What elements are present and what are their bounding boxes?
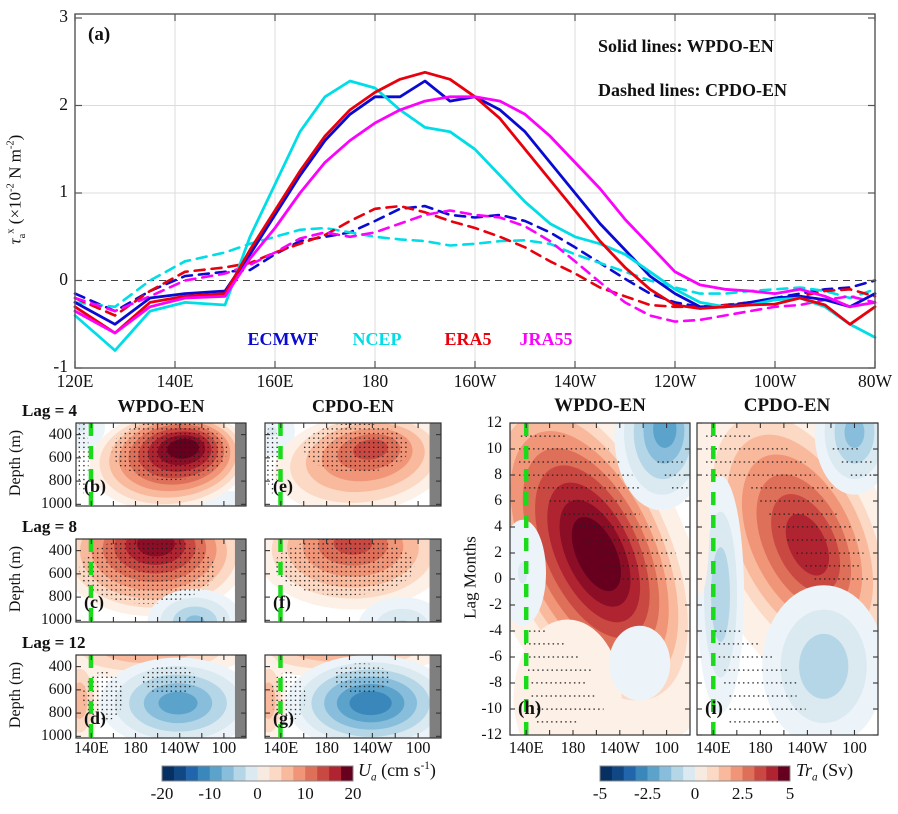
panel-a-x-tick-140E: 140E <box>156 371 194 391</box>
depth-tick-1000-row2: 1000 <box>41 611 72 629</box>
series-label-era5: ERA5 <box>444 329 492 349</box>
panel-a-x-tick-160W: 160W <box>453 371 497 391</box>
panel-b-label: (b) <box>84 476 106 496</box>
lag-month-tick-0: 0 <box>494 570 502 587</box>
lag-month-tick-12: 12 <box>486 414 503 431</box>
series-label-jra55: JRA55 <box>519 329 573 349</box>
panel-a-y-tick--1: -1 <box>53 356 68 376</box>
depth-tick-1000-row3: 1000 <box>41 727 72 745</box>
tr-colorbar-label: Tra (Sv) <box>796 760 853 784</box>
u-colorbar-tick-10: 10 <box>296 784 314 803</box>
depth-x-tick-180-col2: 180 <box>314 738 339 757</box>
depth-tick-400-row1: 400 <box>48 425 72 443</box>
panel-a-y-tick-1: 1 <box>59 181 68 201</box>
panel-a-y-tick-3: 3 <box>59 6 68 26</box>
u-unit: (cm s-1) <box>376 760 436 780</box>
lag-x-tick-140E-paneli: 140E <box>695 738 731 757</box>
panel-d-label: (d) <box>84 708 106 728</box>
u-colorbar-tick-0: 0 <box>253 784 262 803</box>
column-title-cpdo-lag: CPDO-EN <box>743 395 831 416</box>
depth-tick-1000-row1: 1000 <box>41 495 72 513</box>
lag-x-tick-140W-paneli: 140W <box>787 738 828 757</box>
lag-month-tick--12: -12 <box>481 726 502 743</box>
panel-a-x-tick-80W: 80W <box>857 371 893 391</box>
tr-colorbar-tick-5: 5 <box>785 784 795 803</box>
lag-month-tick-10: 10 <box>486 440 503 457</box>
depth-tick-800-row3: 800 <box>48 704 72 722</box>
u-colorbar-tick--10: -10 <box>198 784 222 803</box>
u-colorbar-tick-20: 20 <box>344 784 362 803</box>
panel-h-label: (h) <box>518 698 542 719</box>
tr-colorbar-tick--5: -5 <box>592 784 608 803</box>
depth-x-tick-140E-col2: 140E <box>263 738 299 757</box>
panel-a-x-tick-120W: 120W <box>653 371 697 391</box>
lag-x-tick-100-panelh: 100 <box>654 738 679 757</box>
lag-month-tick--8: -8 <box>489 674 502 691</box>
row-label-lag-12: Lag = 12 <box>22 633 86 652</box>
lag-month-tick--6: -6 <box>489 648 502 665</box>
depth-tick-800-row2: 800 <box>48 588 72 606</box>
lag-month-tick--4: -4 <box>489 622 502 639</box>
depth-tick-800-row1: 800 <box>48 472 72 490</box>
lag-month-tick-2: 2 <box>494 544 502 561</box>
panel-i-label: (i) <box>705 698 723 719</box>
depth-axis-label-row1: Depth (m) <box>7 429 25 497</box>
panel-a-x-tick-160E: 160E <box>256 371 294 391</box>
panel-a-x-tick-140W: 140W <box>553 371 597 391</box>
lag-x-tick-100-paneli: 100 <box>842 738 867 757</box>
lag-x-tick-180-paneli: 180 <box>747 738 773 757</box>
tr-unit: (Sv) <box>817 760 854 780</box>
series-label-ncep: NCEP <box>352 329 402 349</box>
panel-c-label: (c) <box>84 592 104 612</box>
lag-month-tick--2: -2 <box>489 596 502 613</box>
panel-a-y-tick-2: 2 <box>59 93 68 114</box>
panel-a-label: (a) <box>88 24 111 45</box>
depth-x-tick-100-col1: 100 <box>211 738 237 757</box>
series-label-ecmwf: ECMWF <box>247 329 319 349</box>
legend-solid-lines: Solid lines: WPDO-EN <box>598 36 774 56</box>
depth-tick-600-row1: 600 <box>48 448 72 466</box>
depth-x-tick-140E-col1: 140E <box>73 738 109 757</box>
tr-colorbar-tick-0: 0 <box>690 784 700 803</box>
lag-month-tick-4: 4 <box>494 518 502 535</box>
row-label-lag-8: Lag = 8 <box>22 517 78 536</box>
depth-tick-600-row2: 600 <box>48 564 72 582</box>
lag-month-tick-8: 8 <box>494 466 502 483</box>
panel-a-x-tick-180: 180 <box>361 371 389 391</box>
depth-tick-400-row3: 400 <box>48 657 72 675</box>
depth-x-tick-140W-col1: 140W <box>159 738 200 757</box>
u-variable: Ua <box>358 760 377 784</box>
panel-g-label: (g) <box>273 708 294 728</box>
tr-colorbar-tick-2.5: 2.5 <box>731 784 754 803</box>
column-title-cpdo-depth: CPDO-EN <box>312 396 394 416</box>
depth-tick-400-row2: 400 <box>48 541 72 559</box>
lag-x-tick-140E-panelh: 140E <box>508 738 544 757</box>
lag-x-tick-140W-panelh: 140W <box>599 738 640 757</box>
lag-month-tick--10: -10 <box>481 700 502 717</box>
panel-f-label: (f) <box>273 592 291 612</box>
panel-e-label: (e) <box>273 476 293 496</box>
depth-x-tick-180-col1: 180 <box>123 738 148 757</box>
depth-axis-label-row3: Depth (m) <box>7 661 25 729</box>
depth-tick-600-row3: 600 <box>48 680 72 698</box>
lag-month-tick-6: 6 <box>494 492 502 509</box>
depth-x-tick-100-col2: 100 <box>405 738 431 757</box>
panel-a-x-tick-100W: 100W <box>753 371 797 391</box>
panel-a-y-tick-0: 0 <box>59 268 68 289</box>
u-colorbar-tick--20: -20 <box>150 784 174 803</box>
legend-dashed-lines: Dashed lines: CPDO-EN <box>598 80 788 100</box>
tr-variable: Tra <box>796 760 818 784</box>
column-title-wpdo-depth: WPDO-EN <box>117 396 205 416</box>
tr-colorbar-tick--2.5: -2.5 <box>634 784 661 803</box>
row-label-lag-4: Lag = 4 <box>22 401 78 420</box>
panel-a-x-tick-120E: 120E <box>56 371 94 391</box>
u-colorbar-label: Ua (cm s-1) <box>358 760 436 784</box>
column-title-wpdo-lag: WPDO-EN <box>554 395 646 416</box>
lag-x-tick-180-panelh: 180 <box>560 738 586 757</box>
depth-x-tick-140W-col2: 140W <box>352 738 393 757</box>
depth-axis-label-row2: Depth (m) <box>7 545 25 613</box>
